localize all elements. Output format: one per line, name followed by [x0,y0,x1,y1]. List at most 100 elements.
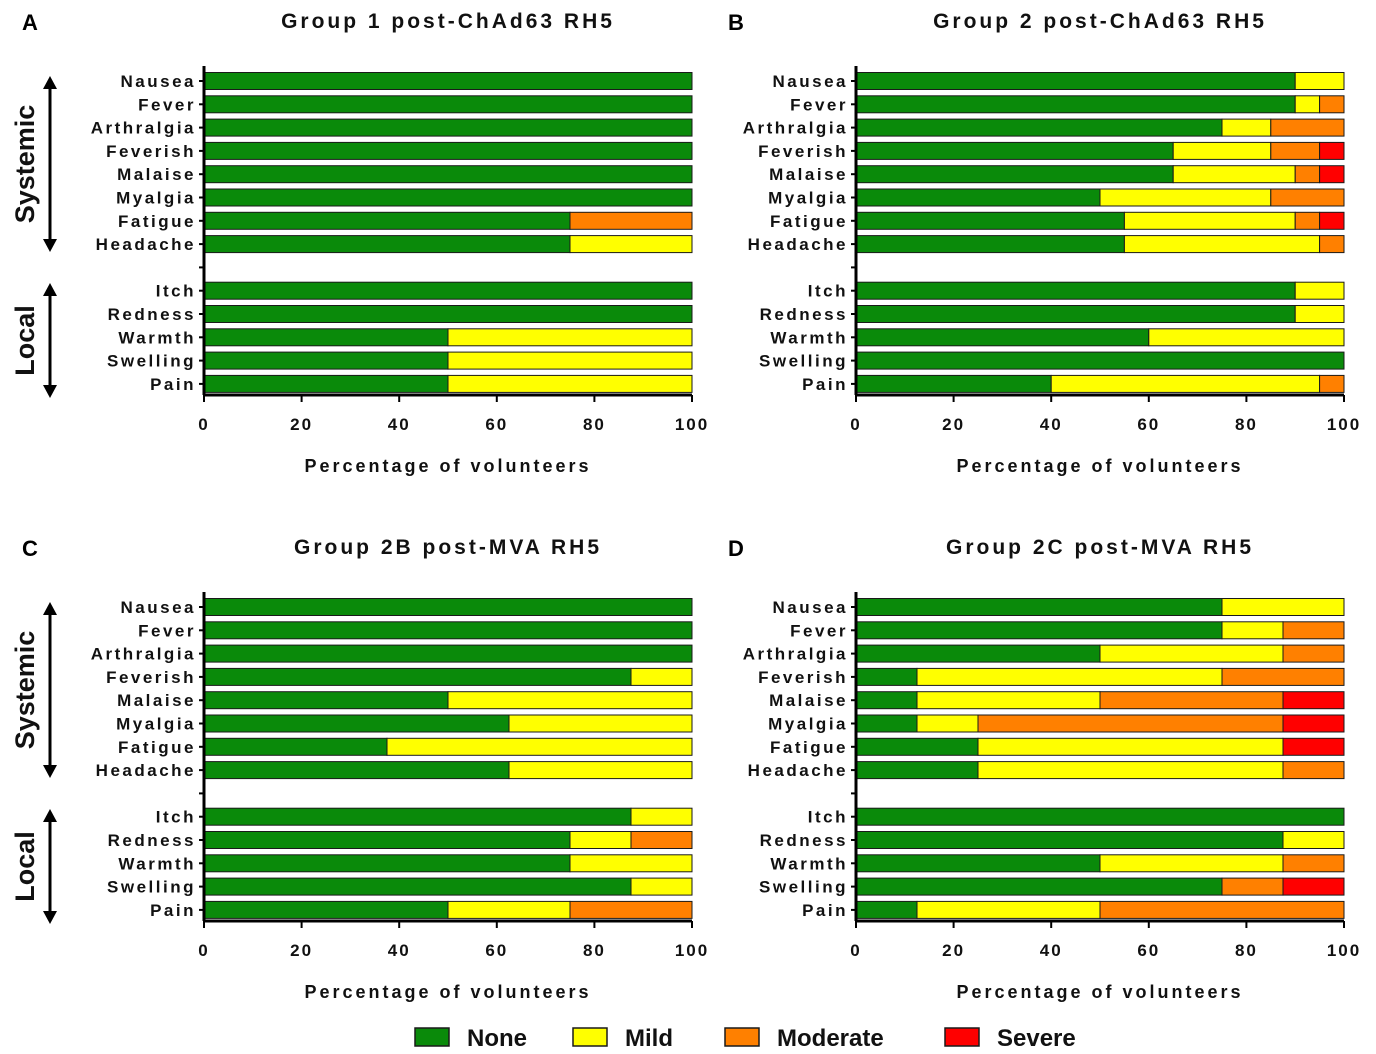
panel-b-ylabel-myalgia: Myalgia [768,189,848,208]
panel-b-bar-feverish-mild [1172,141,1272,160]
panel-d-bar-malaise-severe [1282,691,1345,710]
panel-c-xtick-label-20: 20 [290,941,313,960]
panel-a-ylabel-malaise: Malaise [117,165,196,184]
panel-b-bar-myalgia-mild [1099,188,1272,207]
panel-c-systemic-arrow-up-icon [43,602,57,615]
legend-swatch-moderate [724,1027,760,1047]
panel-b-bar-itch-mild [1294,281,1345,300]
panel-a-bar-pain-none [203,374,449,393]
panel-d-ylabel-fever: Fever [790,621,848,640]
panel-c-local-arrow-down-icon [43,911,57,924]
panel-c-ylabel-pain: Pain [150,901,196,920]
panel-d-bar-feverish-none [855,667,918,686]
legend-swatch-severe [944,1027,980,1047]
panel-d-ylabel-malaise: Malaise [769,691,848,710]
panel-c-ylabel-redness: Redness [108,831,196,850]
panel-d-ylabel-headache: Headache [748,761,848,780]
panel-c-systemic-label: Systemic [10,631,40,750]
panel-b-bar-malaise-none [855,165,1174,184]
panel-a-ylabel-feverish: Feverish [106,142,196,161]
panel-c-ylabel-fatigue: Fatigue [118,738,196,757]
panel-d-ylabel-itch: Itch [808,808,848,827]
panel-a-systemic-arrow-up-icon [43,76,57,89]
panel-a-local-label: Local [10,305,40,376]
panel-c-bar-itch-mild [630,807,693,826]
panel-b-bar-redness-none [855,305,1296,323]
panel-a-letter: A [22,10,38,35]
legend-swatch-none [414,1027,450,1047]
panel-d-xtick-label-40: 40 [1040,941,1063,960]
panel-c-ylabel-malaise: Malaise [117,691,196,710]
panel-a-bar-redness-none [203,305,693,323]
legend-label-severe: Severe [997,1025,1076,1049]
panel-d-bar-fever-moderate [1282,621,1345,640]
panel-c-bar-fever-none [203,621,693,640]
panel-b-ylabel-warmth: Warmth [770,328,848,347]
panel-a-ylabel-swelling: Swelling [107,352,196,371]
panel-d-ylabel-arthralgia: Arthralgia [743,645,848,664]
panel-d-bar-pain-mild [916,900,1101,919]
panel-a-ylabel-pain: Pain [150,375,196,394]
panel-c-bar-itch-none [203,807,632,826]
legend-swatch-mild [572,1027,608,1047]
panel-b-bar-redness-mild [1294,305,1345,323]
panel-a-bar-myalgia-none [203,188,693,207]
panel-d-bar-itch-none [855,807,1345,826]
panel-b-ylabel-itch: Itch [808,282,848,301]
panel-b-bar-pain-none [855,374,1052,393]
panel-c-bar-pain-mild [447,900,571,919]
panel-c-ylabel-nausea: Nausea [121,598,196,617]
panel-d-bar-fever-mild [1221,621,1284,640]
panel-d-bar-arthralgia-mild [1099,644,1284,663]
panel-b-ylabel-nausea: Nausea [773,72,848,91]
panel-b-bar-feverish-moderate [1270,141,1321,160]
panel-a-xtick-label-100: 100 [675,415,709,434]
panel-a-bar-feverish-none [203,141,693,160]
panel-d-bar-fatigue-mild [977,737,1284,756]
legend-label-mild: Mild [625,1025,673,1049]
panel-c-bar-nausea-none [203,598,693,616]
panel-d-bar-swelling-severe [1282,877,1345,896]
panel-c-title: Group 2B post-MVA RH5 [294,536,602,559]
panel-d-bar-fatigue-none [855,737,979,756]
panel-d-bar-warmth-mild [1099,854,1284,873]
panel-d-ylabel-myalgia: Myalgia [768,715,848,734]
panel-b-bar-feverish-severe [1319,141,1345,160]
panel-b-xtick-label-20: 20 [942,415,965,434]
panel-c-bar-swelling-mild [630,877,693,896]
panel-d-bar-headache-mild [977,761,1284,780]
panel-b-bar-nausea-none [855,72,1296,90]
panel-c-ylabel-myalgia: Myalgia [116,715,196,734]
panel-b-bar-arthralgia-none [855,118,1223,137]
panel-a-bar-fever-none [203,95,693,114]
panel-c-bar-feverish-none [203,667,632,686]
panel-b-xtick-label-100: 100 [1327,415,1361,434]
panel-a-ylabel-headache: Headache [96,235,196,254]
panel-b-bar-fatigue-severe [1319,211,1345,230]
panel-c-local-arrow-up-icon [43,809,57,822]
panel-a-bar-arthralgia-none [203,118,693,137]
panel-a-bar-swelling-none [203,351,449,370]
panel-a-bar-pain-mild [447,374,693,393]
panel-a-local-arrow-down-icon [43,385,57,398]
panel-b-bar-fatigue-moderate [1294,211,1321,230]
panel-d-bar-nausea-none [855,598,1223,616]
panel-d-bar-myalgia-mild [916,714,979,733]
panel-d-bar-arthralgia-moderate [1282,644,1345,663]
panel-a-xtick-label-80: 80 [583,415,606,434]
panel-c-bar-arthralgia-none [203,644,693,663]
panel-c-letter: C [22,536,38,561]
panel-a-bar-fatigue-moderate [569,211,693,230]
panel-c-ylabel-fever: Fever [138,621,196,640]
panel-c-bar-fatigue-mild [386,737,693,756]
panel-d-bar-feverish-moderate [1221,667,1345,686]
panel-b-bar-fatigue-mild [1123,211,1296,230]
panel-d-bar-fatigue-severe [1282,737,1345,756]
panel-b-xtick-label-0: 0 [850,415,861,434]
legend-label-moderate: Moderate [777,1025,884,1049]
panel-d-bar-pain-moderate [1099,900,1345,919]
panel-b-ylabel-arthralgia: Arthralgia [743,119,848,138]
panel-b-ylabel-pain: Pain [802,375,848,394]
panel-a-ylabel-redness: Redness [108,305,196,324]
